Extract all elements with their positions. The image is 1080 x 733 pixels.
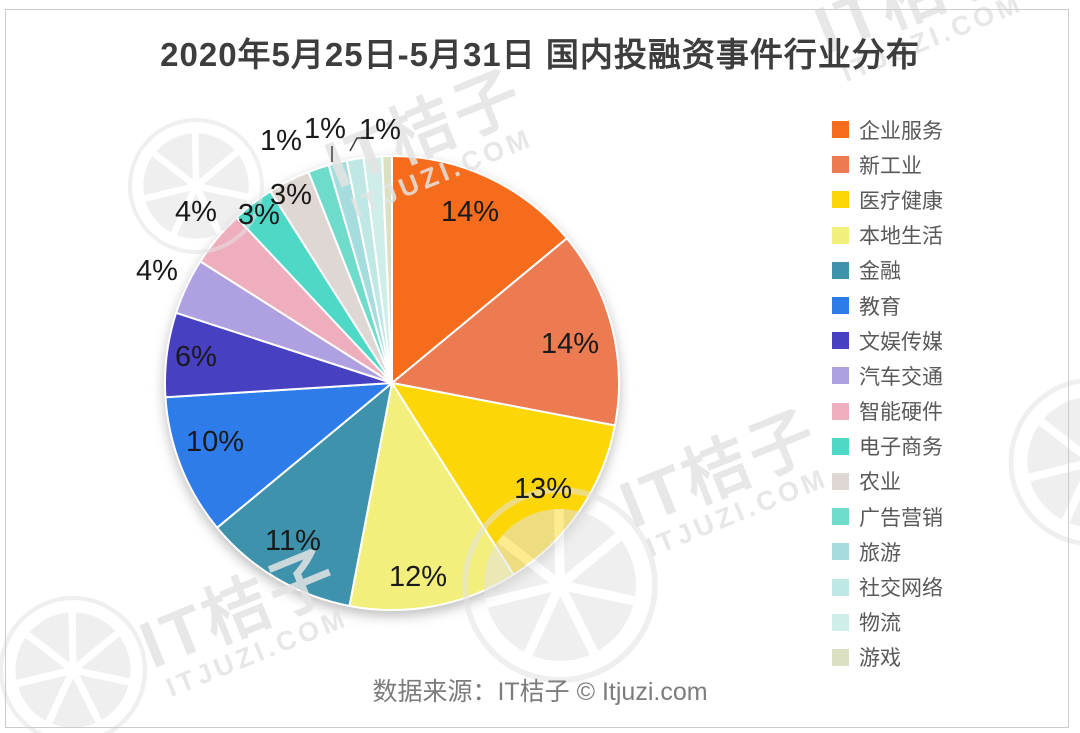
legend-label: 电子商务 xyxy=(859,436,943,460)
legend-item-汽车交通: 汽车交通 xyxy=(832,358,943,393)
legend-label: 游戏 xyxy=(859,647,901,671)
legend-swatch-icon xyxy=(832,297,849,315)
legend-item-电子商务: 电子商务 xyxy=(832,429,943,464)
pie-slice-教育 xyxy=(164,382,393,529)
legend-item-旅游: 旅游 xyxy=(832,534,943,569)
legend-item-企业服务: 企业服务 xyxy=(832,112,943,147)
legend-label: 教育 xyxy=(859,295,901,319)
legend-label: 企业服务 xyxy=(859,119,943,143)
legend-swatch-icon xyxy=(832,121,849,139)
legend-item-文娱传媒: 文娱传媒 xyxy=(832,323,943,358)
legend-swatch-icon xyxy=(832,472,849,490)
legend-item-本地生活: 本地生活 xyxy=(832,218,943,253)
legend-item-社交网络: 社交网络 xyxy=(832,569,943,604)
legend-label: 文娱传媒 xyxy=(859,330,943,354)
legend-label: 新工业 xyxy=(859,154,922,178)
legend-item-农业: 农业 xyxy=(832,464,943,499)
legend-swatch-icon xyxy=(832,437,849,455)
legend-item-医疗健康: 医疗健康 xyxy=(832,182,943,217)
legend-swatch-icon xyxy=(832,613,849,631)
legend-swatch-icon xyxy=(832,261,849,279)
legend-item-教育: 教育 xyxy=(832,288,943,323)
chart-title: 2020年5月25日-5月31日 国内投融资事件行业分布 xyxy=(160,36,920,73)
legend-item-智能硬件: 智能硬件 xyxy=(832,394,943,429)
legend-swatch-icon xyxy=(832,332,849,350)
legend-swatch-icon xyxy=(832,648,849,666)
legend-item-广告营销: 广告营销 xyxy=(832,499,943,534)
legend-label: 智能硬件 xyxy=(859,401,943,425)
legend-label: 农业 xyxy=(859,471,901,495)
legend-label: 本地生活 xyxy=(859,225,943,249)
pie-slice-金融 xyxy=(216,382,393,607)
legend-label: 旅游 xyxy=(859,541,901,565)
legend-label: 物流 xyxy=(859,612,901,636)
legend-item-物流: 物流 xyxy=(832,605,943,640)
legend-label: 金融 xyxy=(859,260,901,284)
legend-swatch-icon xyxy=(832,156,849,174)
legend-item-游戏: 游戏 xyxy=(832,640,943,675)
legend-swatch-icon xyxy=(832,402,849,420)
legend-swatch-icon xyxy=(832,543,849,561)
pie-slice-企业服务 xyxy=(391,155,568,384)
source-caption: 数据来源：IT桔子 © Itjuzi.com xyxy=(372,678,708,706)
pie-slice-游戏 xyxy=(381,155,393,384)
legend-swatch-icon xyxy=(832,367,849,385)
legend-swatch-icon xyxy=(832,578,849,596)
legend-label: 社交网络 xyxy=(859,577,943,601)
legend-label: 广告营销 xyxy=(859,506,943,530)
legend-item-新工业: 新工业 xyxy=(832,147,943,182)
chart-legend: 企业服务新工业医疗健康本地生活金融教育文娱传媒汽车交通智能硬件电子商务农业广告营… xyxy=(832,112,943,675)
legend-label: 汽车交通 xyxy=(859,365,943,389)
legend-swatch-icon xyxy=(832,191,849,209)
pie-slice-新工业 xyxy=(391,237,620,427)
legend-item-金融: 金融 xyxy=(832,253,943,288)
legend-label: 医疗健康 xyxy=(859,189,943,213)
legend-swatch-icon xyxy=(832,508,849,526)
legend-swatch-icon xyxy=(832,226,849,244)
